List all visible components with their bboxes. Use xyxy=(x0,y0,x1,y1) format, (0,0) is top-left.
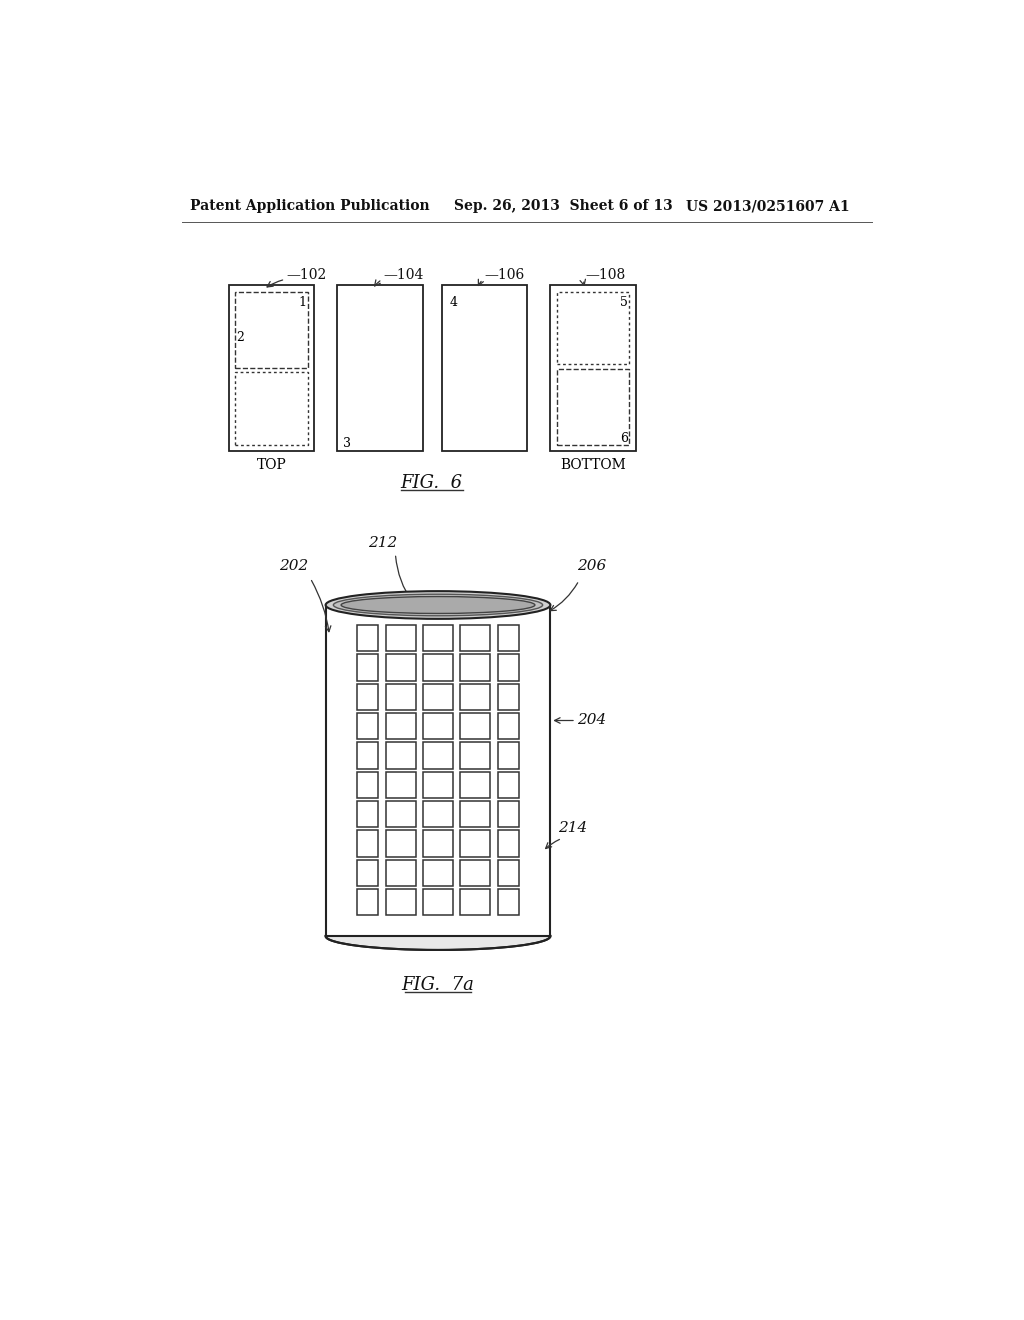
Bar xyxy=(357,772,378,797)
Bar xyxy=(498,859,519,886)
Text: 2: 2 xyxy=(237,331,245,343)
Bar xyxy=(442,285,527,451)
Bar xyxy=(498,626,519,651)
Bar xyxy=(461,713,489,739)
Bar xyxy=(550,285,636,451)
Bar xyxy=(386,859,416,886)
Bar xyxy=(357,890,378,915)
Bar xyxy=(461,684,489,710)
Text: 206: 206 xyxy=(578,560,607,573)
Bar xyxy=(498,742,519,768)
Bar xyxy=(498,772,519,797)
Bar xyxy=(357,713,378,739)
Bar xyxy=(234,292,308,368)
Text: Patent Application Publication: Patent Application Publication xyxy=(190,199,430,213)
Bar xyxy=(386,742,416,768)
Bar xyxy=(386,713,416,739)
Bar xyxy=(423,772,453,797)
Bar xyxy=(557,370,630,445)
Bar xyxy=(357,684,378,710)
Text: 3: 3 xyxy=(343,437,351,450)
Bar xyxy=(386,772,416,797)
Bar xyxy=(423,626,453,651)
Bar xyxy=(461,772,489,797)
Bar xyxy=(326,605,550,936)
Ellipse shape xyxy=(326,923,550,950)
Bar xyxy=(386,626,416,651)
Bar xyxy=(498,713,519,739)
Text: 204: 204 xyxy=(578,714,607,727)
Text: 1: 1 xyxy=(298,296,306,309)
Bar xyxy=(498,830,519,857)
Text: TOP: TOP xyxy=(256,458,287,471)
Bar xyxy=(461,655,489,681)
Text: 202: 202 xyxy=(280,560,308,573)
Bar xyxy=(423,801,453,828)
Ellipse shape xyxy=(334,594,543,615)
Bar xyxy=(357,859,378,886)
Bar xyxy=(461,830,489,857)
Text: 214: 214 xyxy=(558,821,588,836)
Text: —104: —104 xyxy=(384,268,424,282)
Bar xyxy=(357,742,378,768)
Text: FIG.  6: FIG. 6 xyxy=(400,474,463,492)
Bar xyxy=(498,890,519,915)
Ellipse shape xyxy=(341,597,535,614)
Text: 212: 212 xyxy=(369,536,397,550)
Bar xyxy=(357,830,378,857)
Text: Sep. 26, 2013  Sheet 6 of 13: Sep. 26, 2013 Sheet 6 of 13 xyxy=(454,199,672,213)
Bar xyxy=(498,684,519,710)
Text: 6: 6 xyxy=(620,432,628,445)
Text: BOTTOM: BOTTOM xyxy=(560,458,626,471)
Bar xyxy=(386,655,416,681)
Text: 5: 5 xyxy=(620,296,628,309)
Text: —108: —108 xyxy=(586,268,626,282)
Text: US 2013/0251607 A1: US 2013/0251607 A1 xyxy=(686,199,850,213)
Bar xyxy=(386,684,416,710)
Text: 4: 4 xyxy=(450,296,458,309)
Text: —106: —106 xyxy=(484,268,524,282)
Bar xyxy=(228,285,314,451)
Text: FIG.  7a: FIG. 7a xyxy=(401,975,474,994)
Bar xyxy=(461,742,489,768)
Bar xyxy=(423,742,453,768)
Bar xyxy=(357,626,378,651)
Bar xyxy=(461,801,489,828)
Bar xyxy=(386,801,416,828)
Bar xyxy=(557,292,630,364)
Text: —102: —102 xyxy=(287,268,327,282)
Bar xyxy=(386,830,416,857)
Bar xyxy=(386,890,416,915)
Ellipse shape xyxy=(326,591,550,619)
Bar xyxy=(234,372,308,445)
Bar xyxy=(357,801,378,828)
Bar xyxy=(498,801,519,828)
Bar xyxy=(461,859,489,886)
Bar xyxy=(423,655,453,681)
Bar xyxy=(423,890,453,915)
Bar xyxy=(423,713,453,739)
Bar xyxy=(461,890,489,915)
Bar xyxy=(498,655,519,681)
Bar xyxy=(337,285,423,451)
Bar xyxy=(461,626,489,651)
Bar xyxy=(357,655,378,681)
Bar xyxy=(423,859,453,886)
Bar xyxy=(423,684,453,710)
Bar xyxy=(423,830,453,857)
